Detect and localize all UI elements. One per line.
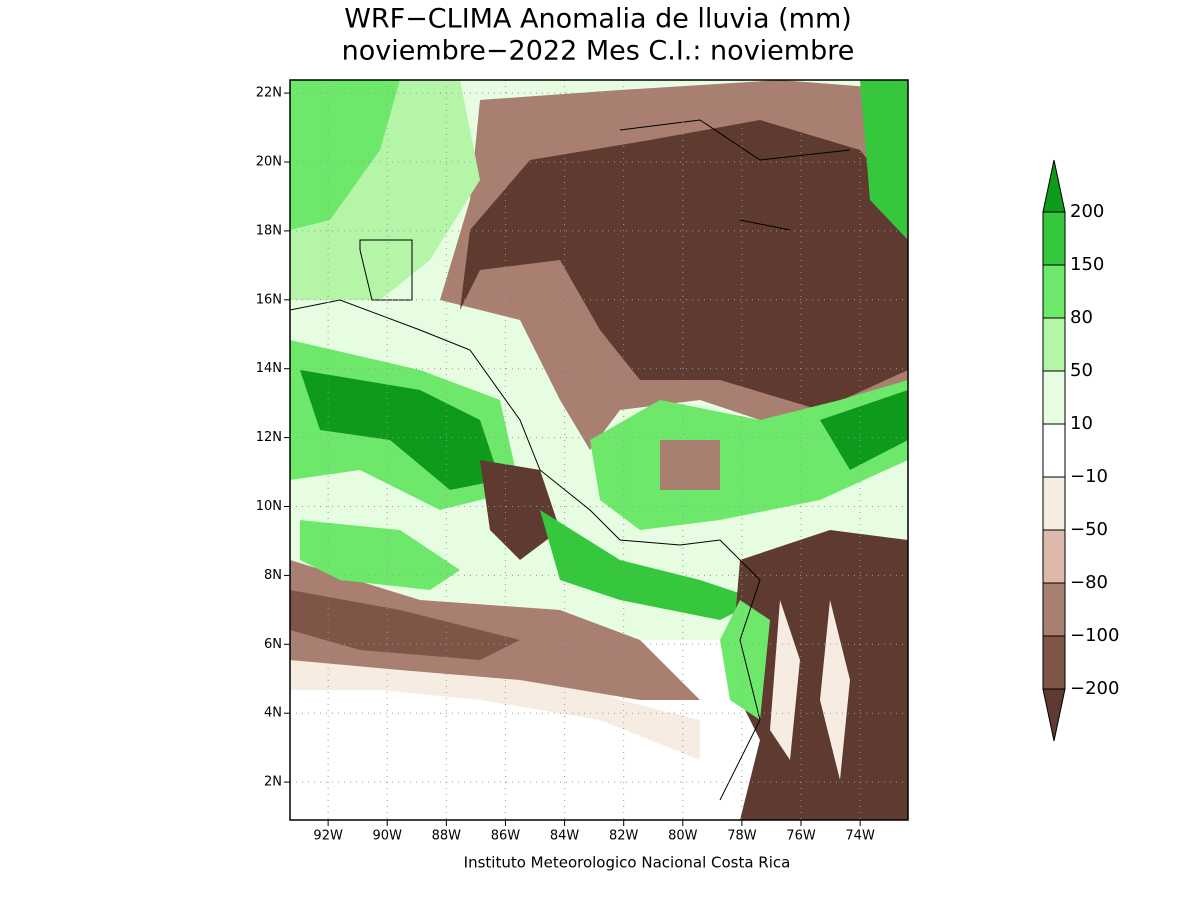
field-patch [730, 530, 908, 820]
anomaly-field [290, 80, 908, 820]
x-tick-label: 84W [550, 829, 580, 844]
y-tick-label: 22N [256, 86, 282, 101]
y-tick-label: 10N [256, 499, 282, 514]
colorbar-label: −200 [1070, 678, 1119, 699]
y-tick-label: 2N [264, 775, 282, 790]
colorbar-segment [1042, 476, 1066, 531]
y-tick-label: 4N [264, 706, 282, 721]
field-patch [290, 560, 700, 700]
colorbar-segment [1042, 264, 1066, 319]
title-line: WRF−CLIMA Anomalia de lluvia (mm) [344, 4, 852, 35]
x-tick-label: 82W [609, 829, 639, 844]
colorbar-label: −100 [1070, 625, 1119, 646]
y-tick-label: 6N [264, 637, 282, 652]
y-tick-label: 12N [256, 430, 282, 445]
field-patch [300, 370, 500, 490]
y-tick-label: 14N [256, 361, 282, 376]
colorbar-segment [1042, 370, 1066, 425]
colorbar-label: 200 [1070, 201, 1104, 222]
x-tick-label: 88W [432, 829, 462, 844]
colorbar-label: 80 [1070, 307, 1093, 328]
x-tick-label: 78W [727, 829, 757, 844]
field-patch [290, 640, 700, 760]
colorbar-label: 150 [1070, 254, 1104, 275]
colorbar-label: −10 [1070, 466, 1108, 487]
field-patch [290, 80, 400, 230]
colorbar-label: −80 [1070, 572, 1108, 593]
field-patch [860, 80, 908, 240]
field-patch [540, 510, 760, 620]
field-patch [660, 440, 720, 490]
colorbar-label: 10 [1070, 413, 1093, 434]
field-patch [290, 590, 520, 660]
colorbar-label: 50 [1070, 360, 1093, 381]
x-tick-label: 80W [668, 829, 698, 844]
footer: Instituto Meteorologico Nacional Costa R… [464, 854, 791, 872]
colorbar-segment [1042, 529, 1066, 584]
map-frame [289, 79, 909, 821]
colorbar-segment [1042, 635, 1066, 690]
field-patch [820, 390, 908, 470]
grid [290, 80, 908, 820]
field-patch [300, 520, 460, 590]
colorbar-segment [1042, 423, 1066, 478]
field-patch [480, 460, 560, 560]
title-line: noviembre−2022 Mes C.I.: noviembre [342, 36, 855, 67]
colorbar-cap [1042, 159, 1066, 213]
y-tick-label: 18N [256, 223, 282, 238]
x-tick-label: 74W [845, 829, 875, 844]
x-tick-label: 92W [313, 829, 343, 844]
y-tick-label: 20N [256, 154, 282, 169]
colorbar-segment [1042, 211, 1066, 266]
x-tick-label: 76W [786, 829, 816, 844]
colorbar-cap [1042, 688, 1066, 742]
y-tick-label: 16N [256, 292, 282, 307]
colorbar-segment [1042, 582, 1066, 637]
field-patch [460, 120, 908, 410]
x-tick-label: 86W [491, 829, 521, 844]
x-tick-label: 90W [373, 829, 403, 844]
colorbar-segment [1042, 317, 1066, 372]
y-tick-label: 8N [264, 568, 282, 583]
field-patch [770, 600, 850, 780]
colorbar-label: −50 [1070, 519, 1108, 540]
